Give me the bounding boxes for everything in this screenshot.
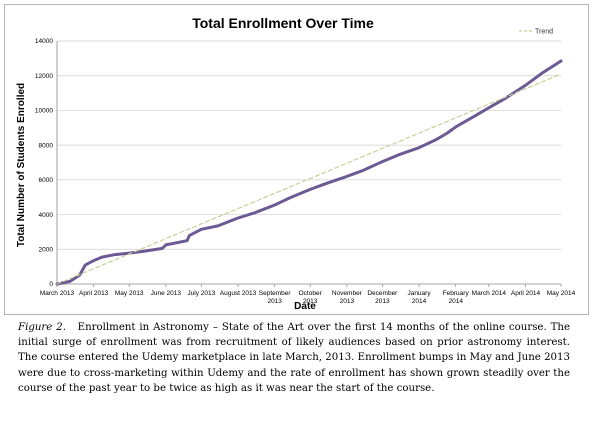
x-tick-label-line: May 2014 bbox=[547, 290, 576, 297]
x-tick-label: July 2013 bbox=[187, 290, 215, 297]
x-tick-label-line: 2013 bbox=[340, 298, 355, 305]
x-axis-title: Date bbox=[294, 301, 316, 312]
x-tick-label: April 2013 bbox=[79, 290, 109, 297]
x-tick-label: January 2014 bbox=[407, 290, 431, 305]
x-tick-label: August 2013 bbox=[220, 290, 257, 297]
x-tick-label-line: April 2013 bbox=[79, 290, 109, 297]
legend: Trend bbox=[519, 28, 553, 35]
x-tick-label-line: 2014 bbox=[448, 298, 463, 305]
x-tick-label: November 2013 bbox=[332, 290, 363, 305]
x-tick-label: May 2014 bbox=[547, 290, 576, 297]
x-tick-label: April 2014 bbox=[511, 290, 541, 297]
legend-label: Trend bbox=[535, 28, 553, 35]
y-tick-label: 4000 bbox=[39, 212, 54, 219]
x-tick-label: March 2014 bbox=[472, 290, 507, 297]
x-tick-label-line: 2013 bbox=[267, 298, 282, 305]
trend-series-line bbox=[56, 73, 562, 285]
tick-labels: 0 2000 4000 6000 8000 10000 12000 14000 March 20… bbox=[35, 38, 576, 305]
x-tick-label-line: October bbox=[299, 290, 323, 297]
x-tick-label-line: April 2014 bbox=[511, 290, 541, 297]
enrollment-chart: Total Enrollment Over Time 0 2000 4000 6000… bbox=[16, 15, 576, 312]
y-tick-label: 2000 bbox=[39, 246, 54, 253]
y-tick-label: 0 bbox=[49, 281, 53, 288]
x-tick-label-line: June 2013 bbox=[151, 290, 182, 297]
x-tick-label-line: January bbox=[407, 290, 431, 297]
y-tick-label: 10000 bbox=[35, 108, 53, 115]
x-tick-label: October 2013 bbox=[299, 290, 323, 305]
figure-caption: Figure 2. Enrollment in Astronomy – Stat… bbox=[18, 320, 570, 396]
caption-text: Enrollment in Astronomy – State of the A… bbox=[18, 322, 570, 394]
x-tick-label-line: 2013 bbox=[375, 298, 390, 305]
x-tick-label: February 2014 bbox=[443, 290, 470, 305]
chart-title: Total Enrollment Over Time bbox=[192, 15, 374, 31]
series-lines bbox=[55, 59, 563, 286]
x-tick-label: March 2013 bbox=[40, 290, 75, 297]
x-tick-label-line: May 2013 bbox=[115, 290, 144, 297]
y-tick-label: 12000 bbox=[35, 73, 53, 80]
grid-lines bbox=[57, 40, 561, 250]
x-tick-label-line: 2014 bbox=[412, 298, 427, 305]
caption-spacer bbox=[66, 322, 78, 333]
axes bbox=[56, 41, 562, 287]
x-tick-label: June 2013 bbox=[151, 290, 182, 297]
x-tick-label-line: December bbox=[367, 290, 398, 297]
x-tick-label-line: July 2013 bbox=[187, 290, 215, 297]
x-tick-label-line: September bbox=[259, 290, 292, 297]
x-tick-label-line: March 2014 bbox=[472, 290, 507, 297]
x-tick-label: September 2013 bbox=[259, 290, 292, 305]
x-tick-label-line: March 2013 bbox=[40, 290, 75, 297]
x-tick-label: May 2013 bbox=[115, 290, 144, 297]
x-tick-label-line: February bbox=[443, 290, 470, 297]
x-tick-label: December 2013 bbox=[367, 290, 398, 305]
y-tick-label: 6000 bbox=[39, 177, 54, 184]
y-axis-title: Total Number of Students Enrolled bbox=[16, 83, 27, 247]
y-tick-label: 14000 bbox=[35, 38, 53, 45]
x-tick-label-line: 2013 bbox=[303, 298, 318, 305]
chart-frame: Total Enrollment Over Time 0 2000 4000 6000… bbox=[4, 4, 589, 315]
y-tick-label: 8000 bbox=[39, 142, 54, 149]
x-tick-label-line: August 2013 bbox=[220, 290, 257, 297]
x-tick-label-line: November bbox=[332, 290, 363, 297]
enrollment-series-line bbox=[55, 59, 563, 286]
figure-label: Figure 2. bbox=[18, 322, 66, 333]
